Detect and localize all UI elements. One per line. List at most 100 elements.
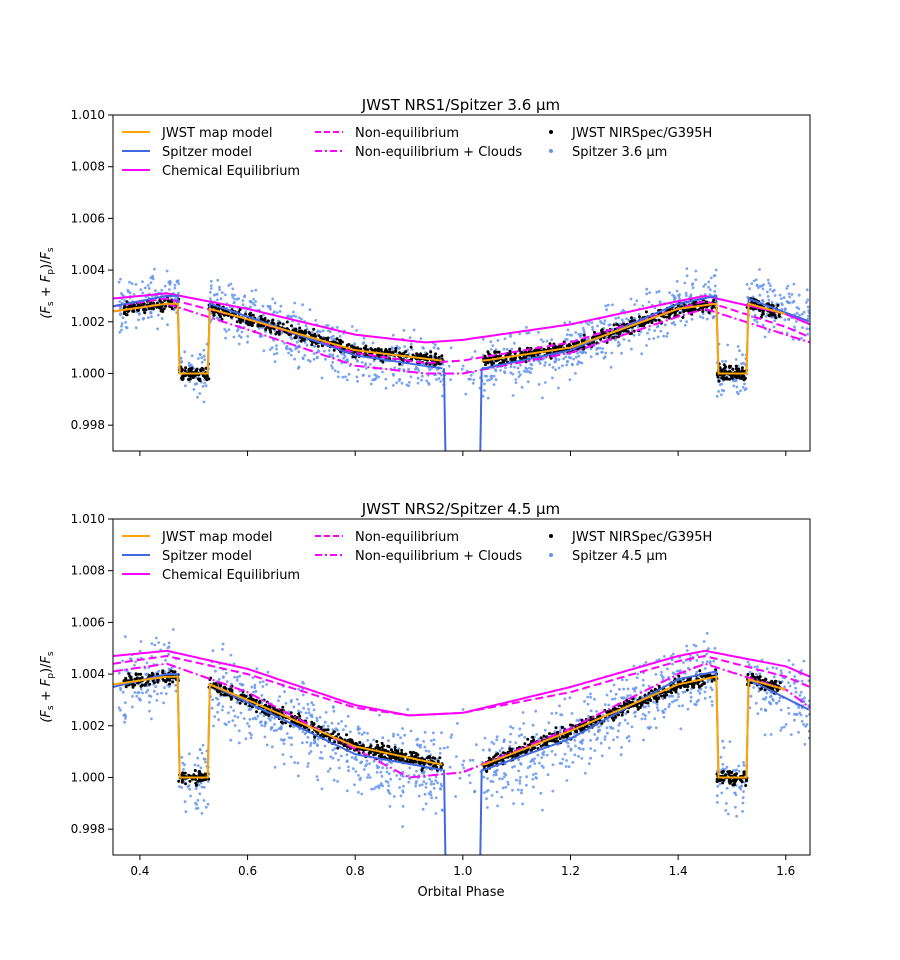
- spitzer-point: [131, 695, 134, 698]
- spitzer-point: [567, 765, 571, 769]
- spitzer-point: [425, 379, 429, 383]
- spitzer-point: [273, 310, 276, 314]
- spitzer-point: [126, 288, 130, 292]
- spitzer-point: [807, 314, 810, 318]
- spitzer-point: [597, 725, 601, 729]
- spitzer-point: [237, 342, 241, 346]
- spitzer-point: [318, 330, 322, 334]
- jwst-point: [693, 308, 697, 311]
- spitzer-point: [380, 774, 384, 778]
- jwst-point: [524, 360, 528, 364]
- spitzer-point: [623, 718, 627, 722]
- spitzer-point: [366, 776, 369, 779]
- spitzer-point: [149, 281, 153, 285]
- spitzer-point: [203, 358, 207, 362]
- spitzer-point: [415, 738, 418, 742]
- spitzer-point: [805, 327, 809, 331]
- spitzer-point: [689, 691, 692, 695]
- jwst-point: [508, 349, 512, 353]
- spitzer-point: [420, 783, 424, 786]
- spitzer-point: [551, 763, 555, 767]
- spitzer-point: [698, 691, 702, 695]
- spitzer-point: [491, 344, 495, 347]
- spitzer-point: [806, 305, 810, 309]
- spitzer-point: [756, 665, 759, 668]
- spitzer-point: [620, 351, 623, 355]
- spitzer-point: [647, 710, 651, 714]
- spitzer-point: [350, 756, 354, 759]
- spitzer-point: [307, 358, 310, 362]
- jwst-point: [388, 755, 392, 759]
- spitzer-point: [775, 701, 779, 705]
- jwst-point: [493, 351, 497, 354]
- spitzer-point: [787, 712, 791, 715]
- spitzer-point: [265, 683, 269, 686]
- spitzer-point: [489, 375, 493, 378]
- spitzer-point: [741, 385, 745, 389]
- spitzer-point: [165, 269, 169, 273]
- jwst-point: [436, 759, 440, 763]
- spitzer-point: [531, 759, 535, 763]
- spitzer-point: [342, 353, 346, 356]
- spitzer-point: [471, 758, 475, 762]
- spitzer-point: [504, 773, 508, 777]
- spitzer-point: [532, 785, 535, 789]
- spitzer-point: [779, 729, 783, 732]
- spitzer-point: [625, 317, 628, 321]
- spitzer-point: [733, 791, 737, 795]
- spitzer-point: [414, 782, 418, 785]
- spitzer-point: [293, 301, 297, 305]
- spitzer-point: [389, 777, 393, 781]
- spitzer-point: [750, 282, 754, 285]
- spitzer-point: [455, 755, 458, 758]
- spitzer-point: [758, 268, 761, 271]
- jwst-point: [716, 375, 720, 379]
- spitzer-point: [362, 336, 366, 340]
- jwst-point: [168, 678, 171, 682]
- spitzer-point: [605, 308, 608, 312]
- spitzer-point: [225, 680, 229, 683]
- spitzer-point: [780, 672, 783, 675]
- spitzer-point: [200, 812, 204, 815]
- spitzer-point: [305, 327, 309, 331]
- spitzer-point: [194, 787, 198, 790]
- jwst-point: [248, 704, 252, 708]
- spitzer-point: [129, 657, 133, 661]
- spitzer-point: [314, 319, 318, 322]
- spitzer-point: [167, 652, 171, 656]
- jwst-point: [180, 778, 184, 782]
- spitzer-point: [442, 746, 446, 750]
- jwst-point: [169, 669, 173, 673]
- spitzer-point: [133, 663, 136, 667]
- spitzer-point: [720, 791, 724, 795]
- spitzer-point: [357, 368, 360, 372]
- jwst-point: [388, 347, 392, 351]
- spitzer-point: [557, 366, 561, 370]
- jwst-point: [722, 367, 726, 371]
- spitzer-point: [548, 363, 551, 367]
- jwst-point: [484, 363, 487, 367]
- spitzer-point: [558, 762, 562, 765]
- spitzer-point: [467, 773, 471, 777]
- spitzer-point: [130, 282, 134, 285]
- spitzer-point: [668, 702, 671, 706]
- spitzer-point: [683, 323, 687, 327]
- spitzer-point: [533, 757, 536, 761]
- spitzer-point: [589, 695, 592, 699]
- spitzer-point: [711, 315, 715, 319]
- spitzer-point: [278, 310, 282, 313]
- jwst-point: [255, 710, 258, 714]
- spitzer-point: [790, 293, 794, 296]
- jwst-point: [644, 310, 648, 314]
- spitzer-point: [767, 298, 771, 302]
- spitzer-point: [187, 784, 191, 787]
- spitzer-point: [269, 307, 272, 311]
- spitzer-point: [708, 695, 712, 699]
- spitzer-point: [333, 747, 337, 750]
- spitzer-point: [802, 723, 806, 726]
- spitzer-point: [589, 355, 593, 359]
- jwst-point: [297, 330, 301, 333]
- spitzer-point: [494, 773, 498, 777]
- jwst-point: [196, 377, 200, 381]
- spitzer-point: [171, 628, 175, 631]
